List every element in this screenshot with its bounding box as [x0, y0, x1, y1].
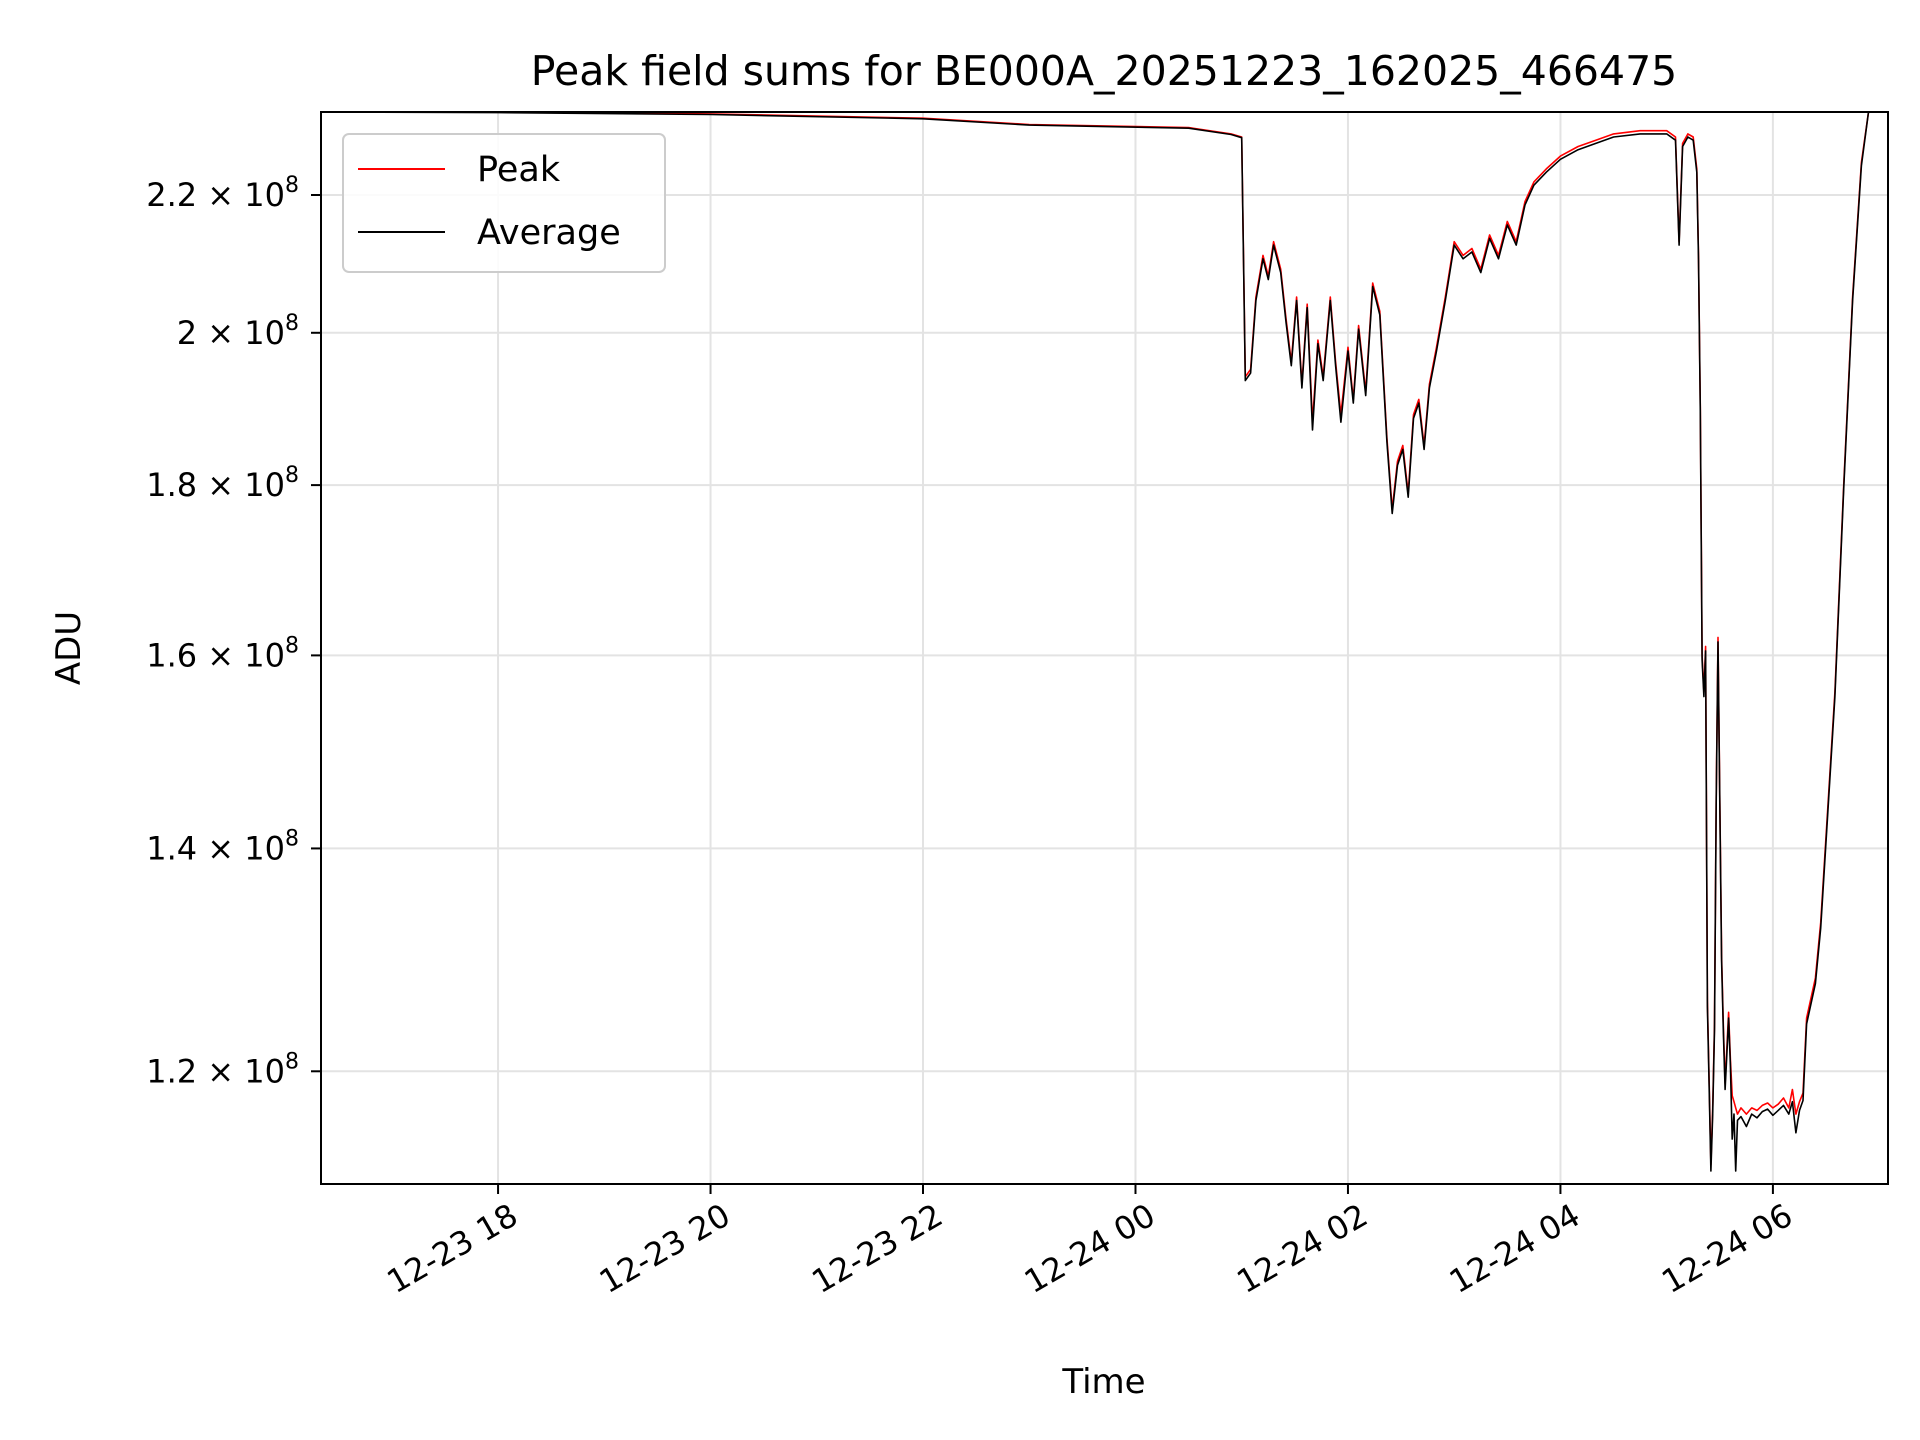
chart-title: Peak field sums for BE000A_20251223_1620… [531, 47, 1678, 95]
y-tick-label: 1.8 × 108 [146, 463, 299, 504]
series-line-average [321, 112, 1888, 1172]
gridlines [321, 112, 1888, 1184]
legend: Peak Average [342, 133, 666, 273]
plot-area [321, 112, 1888, 1172]
y-tick-label: 2 × 108 [177, 311, 299, 352]
y-tick-label: 1.4 × 108 [146, 826, 299, 867]
y-tick-label: 1.6 × 108 [146, 633, 299, 674]
y-axis-title: ADU [49, 611, 89, 685]
axes-frame [320, 111, 1889, 1185]
y-axis: 1.2 × 108 1.4 × 108 1.6 × 108 1.8 × 108 2 × … [146, 173, 321, 1090]
y-tick-label: 2.2 × 108 [146, 173, 299, 214]
x-axis-title: Time [1061, 1362, 1145, 1402]
legend-peak-label: Peak [477, 150, 561, 190]
y-tick-label: 1.2 × 108 [146, 1049, 299, 1090]
legend-average-label: Average [477, 213, 621, 253]
